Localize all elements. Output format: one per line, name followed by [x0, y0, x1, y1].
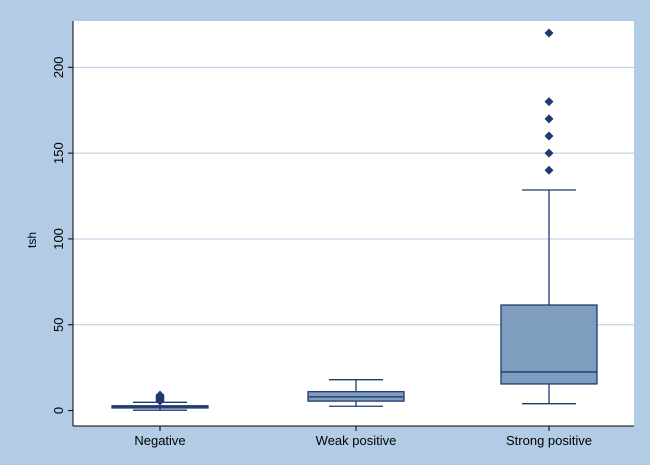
- outlier-point: [544, 114, 554, 124]
- outlier-point: [155, 390, 165, 400]
- y-tick-label: 200: [51, 56, 66, 78]
- y-tick-label: 100: [51, 228, 66, 250]
- boxes: [111, 28, 598, 411]
- x-tick-label: Strong positive: [506, 433, 592, 448]
- box-weak-positive: [307, 379, 405, 407]
- x-tick-label: Weak positive: [316, 433, 397, 448]
- y-axis-title: tsh: [25, 232, 39, 248]
- outlier-point: [544, 148, 554, 158]
- y-tick-label: 150: [51, 142, 66, 164]
- y-axis-ticks: 0 50 100 150 200: [51, 56, 73, 414]
- iqr-box: [500, 304, 598, 385]
- y-tick-label: 50: [51, 318, 66, 332]
- y-tick-label: 0: [51, 407, 66, 414]
- outlier-point: [544, 28, 554, 38]
- x-axis-ticks: Negative Weak positive Strong positive: [134, 426, 592, 448]
- box-strong-positive: [500, 28, 598, 405]
- box-negative: [111, 390, 209, 411]
- outlier-point: [544, 165, 554, 175]
- x-tick-label: Negative: [134, 433, 185, 448]
- outlier-point: [544, 131, 554, 141]
- outlier-point: [544, 97, 554, 107]
